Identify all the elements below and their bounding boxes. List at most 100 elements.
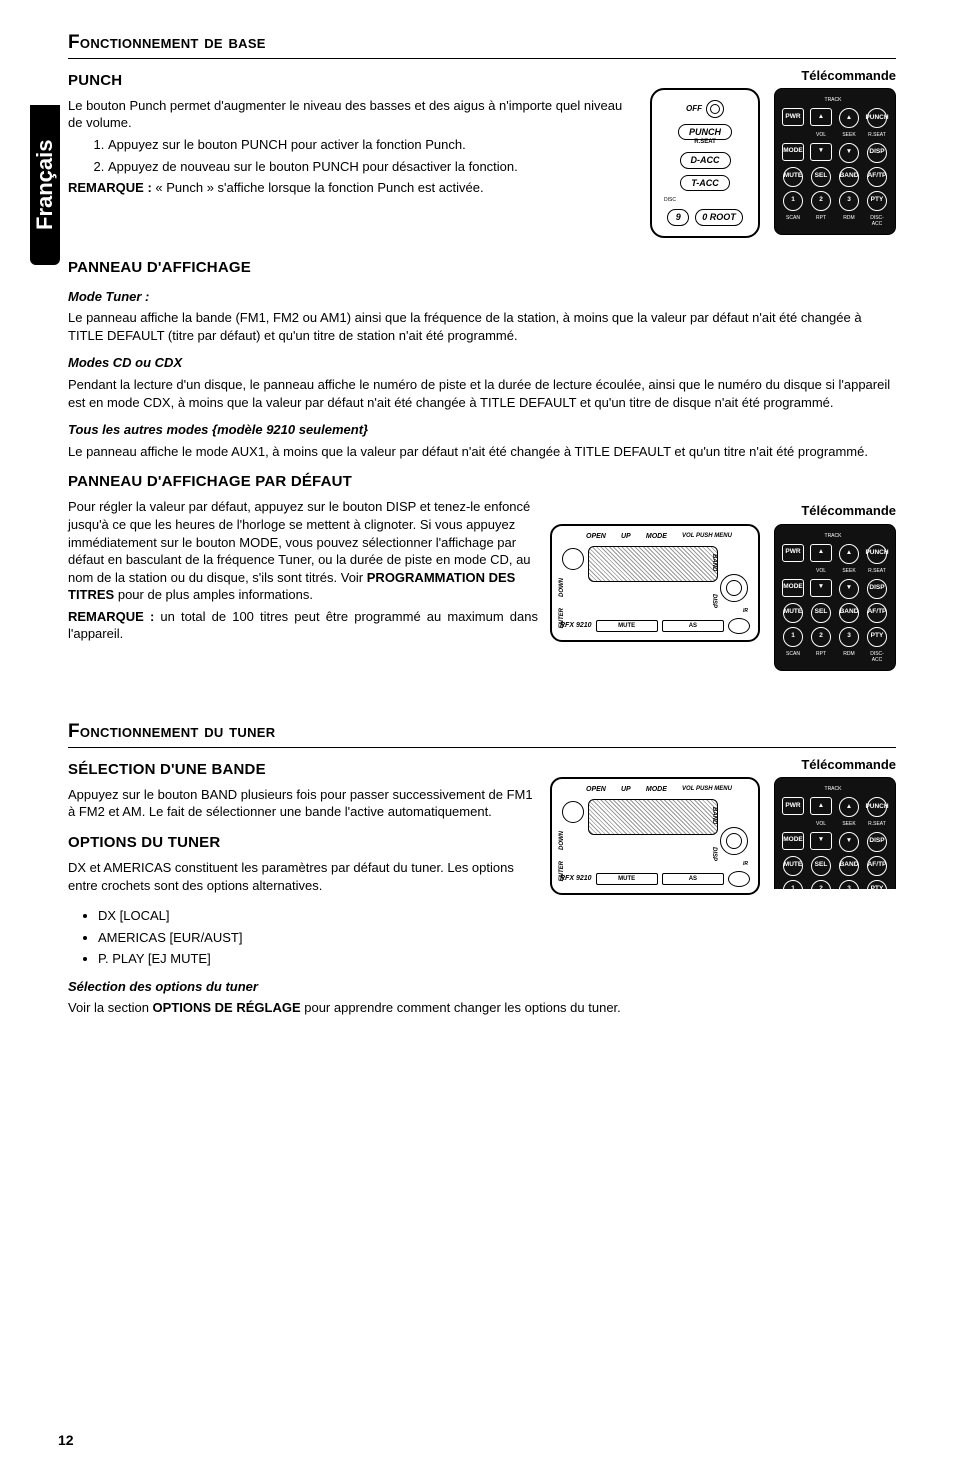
hu2-vol: VOL [682, 786, 694, 792]
punch-sub: R.SEAT [694, 138, 716, 146]
remote3-pty: PTY [867, 880, 887, 890]
selection-bold: OPTIONS DE RÉGLAGE [153, 1000, 301, 1015]
btn-9: 9 [667, 209, 689, 225]
remote2-2: 2 [811, 627, 831, 647]
hu2-dial-left-icon [562, 801, 584, 823]
hu-as-btn: AS [662, 620, 724, 632]
remote3-punch: PUNCH [867, 797, 887, 817]
remote-aftp: AF/TP [867, 167, 887, 187]
remote-illustration-3: TRACK PWR ▲ ▲ PUNCH VOL SEEK R.SEAT MODE… [774, 777, 896, 889]
hu2-model: RFX 9210 [560, 874, 592, 883]
hu-dial-left-icon [562, 548, 584, 570]
remote3-pwr: PWR [782, 797, 804, 815]
hu2-end-dial-icon [728, 871, 750, 887]
modes-cd-heading: Modes CD ou CDX [68, 354, 896, 372]
remote-track-label: TRACK [825, 97, 842, 104]
remote-punch: PUNCH [867, 108, 887, 128]
remote3-rseat-lbl: R.SEAT [868, 821, 886, 828]
autres-modes-heading: Tous les autres modes {modèle 9210 seule… [68, 421, 896, 439]
selection-post: pour apprendre comment changer les optio… [301, 1000, 621, 1015]
remarque-text-1: « Punch » s'affiche lorsque la fonction … [152, 180, 484, 195]
selection-pre: Voir la section [68, 1000, 153, 1015]
remote-1: 1 [783, 191, 803, 211]
hu-mute-btn: MUTE [596, 620, 658, 632]
tacc-btn-illus: T-ACC [680, 175, 730, 191]
remote2-scan: SCAN [786, 651, 800, 665]
autres-modes-text: Le panneau affiche le mode AUX1, à moins… [68, 443, 896, 461]
hu-up: UP [621, 532, 631, 541]
remote2-mode: MODE [782, 579, 804, 597]
remote-rseat-lbl: R.SEAT [868, 132, 886, 139]
remote2-punch: PUNCH [867, 544, 887, 564]
remote3-seek-lbl: SEEK [842, 821, 855, 828]
remote3-aftp: AF/TP [867, 856, 887, 876]
hu-vol: VOL [682, 533, 694, 539]
options-text: DX et AMERICAS constituent les paramètre… [68, 859, 568, 894]
off-label: OFF [686, 104, 702, 115]
remote2-seek-dn: ▼ [839, 579, 859, 599]
defaut-para1-end: pour de plus amples informations. [114, 587, 313, 602]
hu-down: DOWN [558, 578, 566, 597]
remote2-sel: SEL [811, 603, 831, 623]
panneau-heading: PANNEAU D'AFFICHAGE [68, 258, 896, 278]
remote2-3: 3 [839, 627, 859, 647]
hu-display [588, 546, 718, 582]
hu2-ir: IR [743, 861, 748, 868]
head-unit-illustration-1: OPEN UP MODE VOL PUSH MENU DOWN ENTER BA… [550, 524, 760, 642]
dacc-btn-illus: D-ACC [680, 152, 731, 168]
remote3-vol-dn: ▼ [810, 832, 832, 850]
remote3-3: 3 [839, 880, 859, 890]
defaut-remarque: REMARQUE : un total de 100 titres peut ê… [68, 608, 568, 643]
remote-illustration-2: TRACK PWR ▲ ▲ PUNCH VOL SEEK R.SEAT MODE… [774, 524, 896, 671]
hu2-band: BAND [710, 807, 718, 824]
remote2-aftp: AF/TP [867, 603, 887, 623]
section-tuner-title: Fonctionnement du tuner [68, 719, 896, 748]
remote3-1: 1 [783, 880, 803, 890]
selection-options-heading: Sélection des options du tuner [68, 978, 896, 996]
remote-vol-dn: ▼ [810, 143, 832, 161]
remote-pwr: PWR [782, 108, 804, 126]
telecommande-label-1: Télécommande [650, 67, 896, 85]
language-tab: Français [30, 105, 60, 265]
option-pplay: P. PLAY [EJ MUTE] [98, 950, 896, 968]
hu-mode: MODE [646, 532, 667, 541]
btn-0-root: 0 ROOT [695, 209, 743, 225]
option-dx: DX [LOCAL] [98, 907, 896, 925]
remote2-vol-lbl: VOL [816, 568, 826, 575]
remote3-sel: SEL [811, 856, 831, 876]
section-basic-title: Fonctionnement de base [68, 30, 896, 59]
remote2-discacc: DISC-ACC [865, 651, 889, 665]
device-panel-illustration: OFF PUNCH R.SEAT D-ACC T-ACC DISC 9 0 RO… [650, 88, 760, 237]
remote2-band: BAND [839, 603, 859, 623]
remote-sel: SEL [811, 167, 831, 187]
bande-text: Appuyez sur le bouton BAND plusieurs foi… [68, 786, 568, 821]
hu2-disp: DISP [710, 847, 718, 861]
remote3-mute: MUTE [783, 856, 803, 876]
remote-rpt: RPT [816, 215, 826, 229]
remote-scan: SCAN [786, 215, 800, 229]
remote2-vol-dn: ▼ [810, 579, 832, 597]
remarque-label-1: REMARQUE : [68, 180, 152, 195]
hu2-mode: MODE [646, 785, 667, 794]
remote-mode: MODE [782, 143, 804, 161]
modes-cd-text: Pendant la lecture d'un disque, le panne… [68, 376, 896, 411]
hu2-up: UP [621, 785, 631, 794]
remote-pty: PTY [867, 191, 887, 211]
remote2-1: 1 [783, 627, 803, 647]
remote2-vol-up: ▲ [810, 544, 832, 562]
hu2-as-btn: AS [662, 873, 724, 885]
hu-pushmenu: PUSH MENU [696, 533, 732, 539]
remote-seek-lbl: SEEK [842, 132, 855, 139]
hu-dial-right-icon [720, 574, 748, 602]
remote-vol-up: ▲ [810, 108, 832, 126]
remote-crop-wrapper: TRACK PWR ▲ ▲ PUNCH VOL SEEK R.SEAT MODE… [774, 777, 896, 889]
remote3-seek-dn: ▼ [839, 832, 859, 852]
defaut-figures: Télécommande OPEN UP MODE VOL PUSH MENU … [550, 502, 896, 671]
remote2-pty: PTY [867, 627, 887, 647]
remote-seek-dn: ▼ [839, 143, 859, 163]
page-number: 12 [58, 1431, 74, 1450]
selection-options-text: Voir la section OPTIONS DE RÉGLAGE pour … [68, 999, 896, 1017]
remarque-label-2: REMARQUE : [68, 609, 154, 624]
remote-vol-lbl: VOL [816, 132, 826, 139]
head-unit-illustration-2: OPEN UP MODE VOL PUSH MENU DOWN ENTER BA… [550, 777, 760, 895]
